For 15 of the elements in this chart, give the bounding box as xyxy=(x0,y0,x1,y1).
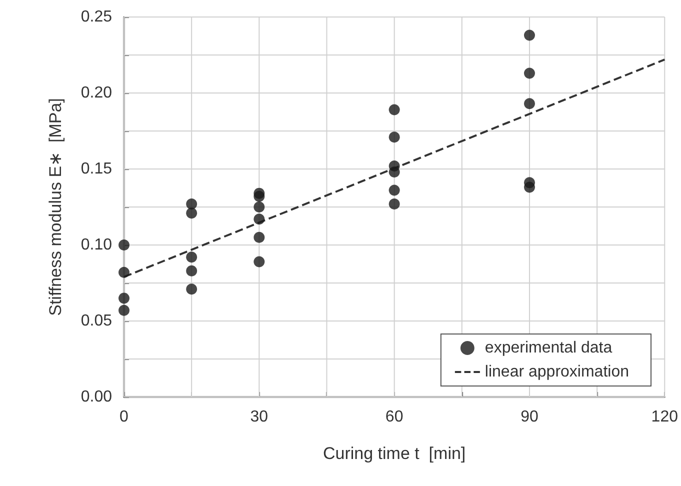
y-tick-label: 0.05 xyxy=(80,312,112,330)
y-tick-label: 0.10 xyxy=(80,236,112,254)
x-tick-label: 90 xyxy=(520,408,538,426)
y-tick-label: 0.15 xyxy=(80,160,112,178)
x-tick-label: 60 xyxy=(385,408,404,426)
y-axis-title: Stiffness modulus E∗ [MPa] xyxy=(46,98,65,316)
x-tick-label: 0 xyxy=(120,408,129,426)
x-axis-title: Curing time t [min] xyxy=(323,444,466,463)
y-tick-label: 0.25 xyxy=(80,8,112,26)
y-tick-label: 0.00 xyxy=(80,388,112,406)
legend-label: experimental data xyxy=(484,340,612,356)
x-tick-label: 120 xyxy=(651,408,678,426)
x-tick-label: 30 xyxy=(250,408,268,426)
legend-label: linear approximation xyxy=(484,364,629,380)
y-tick-label: 0.20 xyxy=(80,84,112,102)
